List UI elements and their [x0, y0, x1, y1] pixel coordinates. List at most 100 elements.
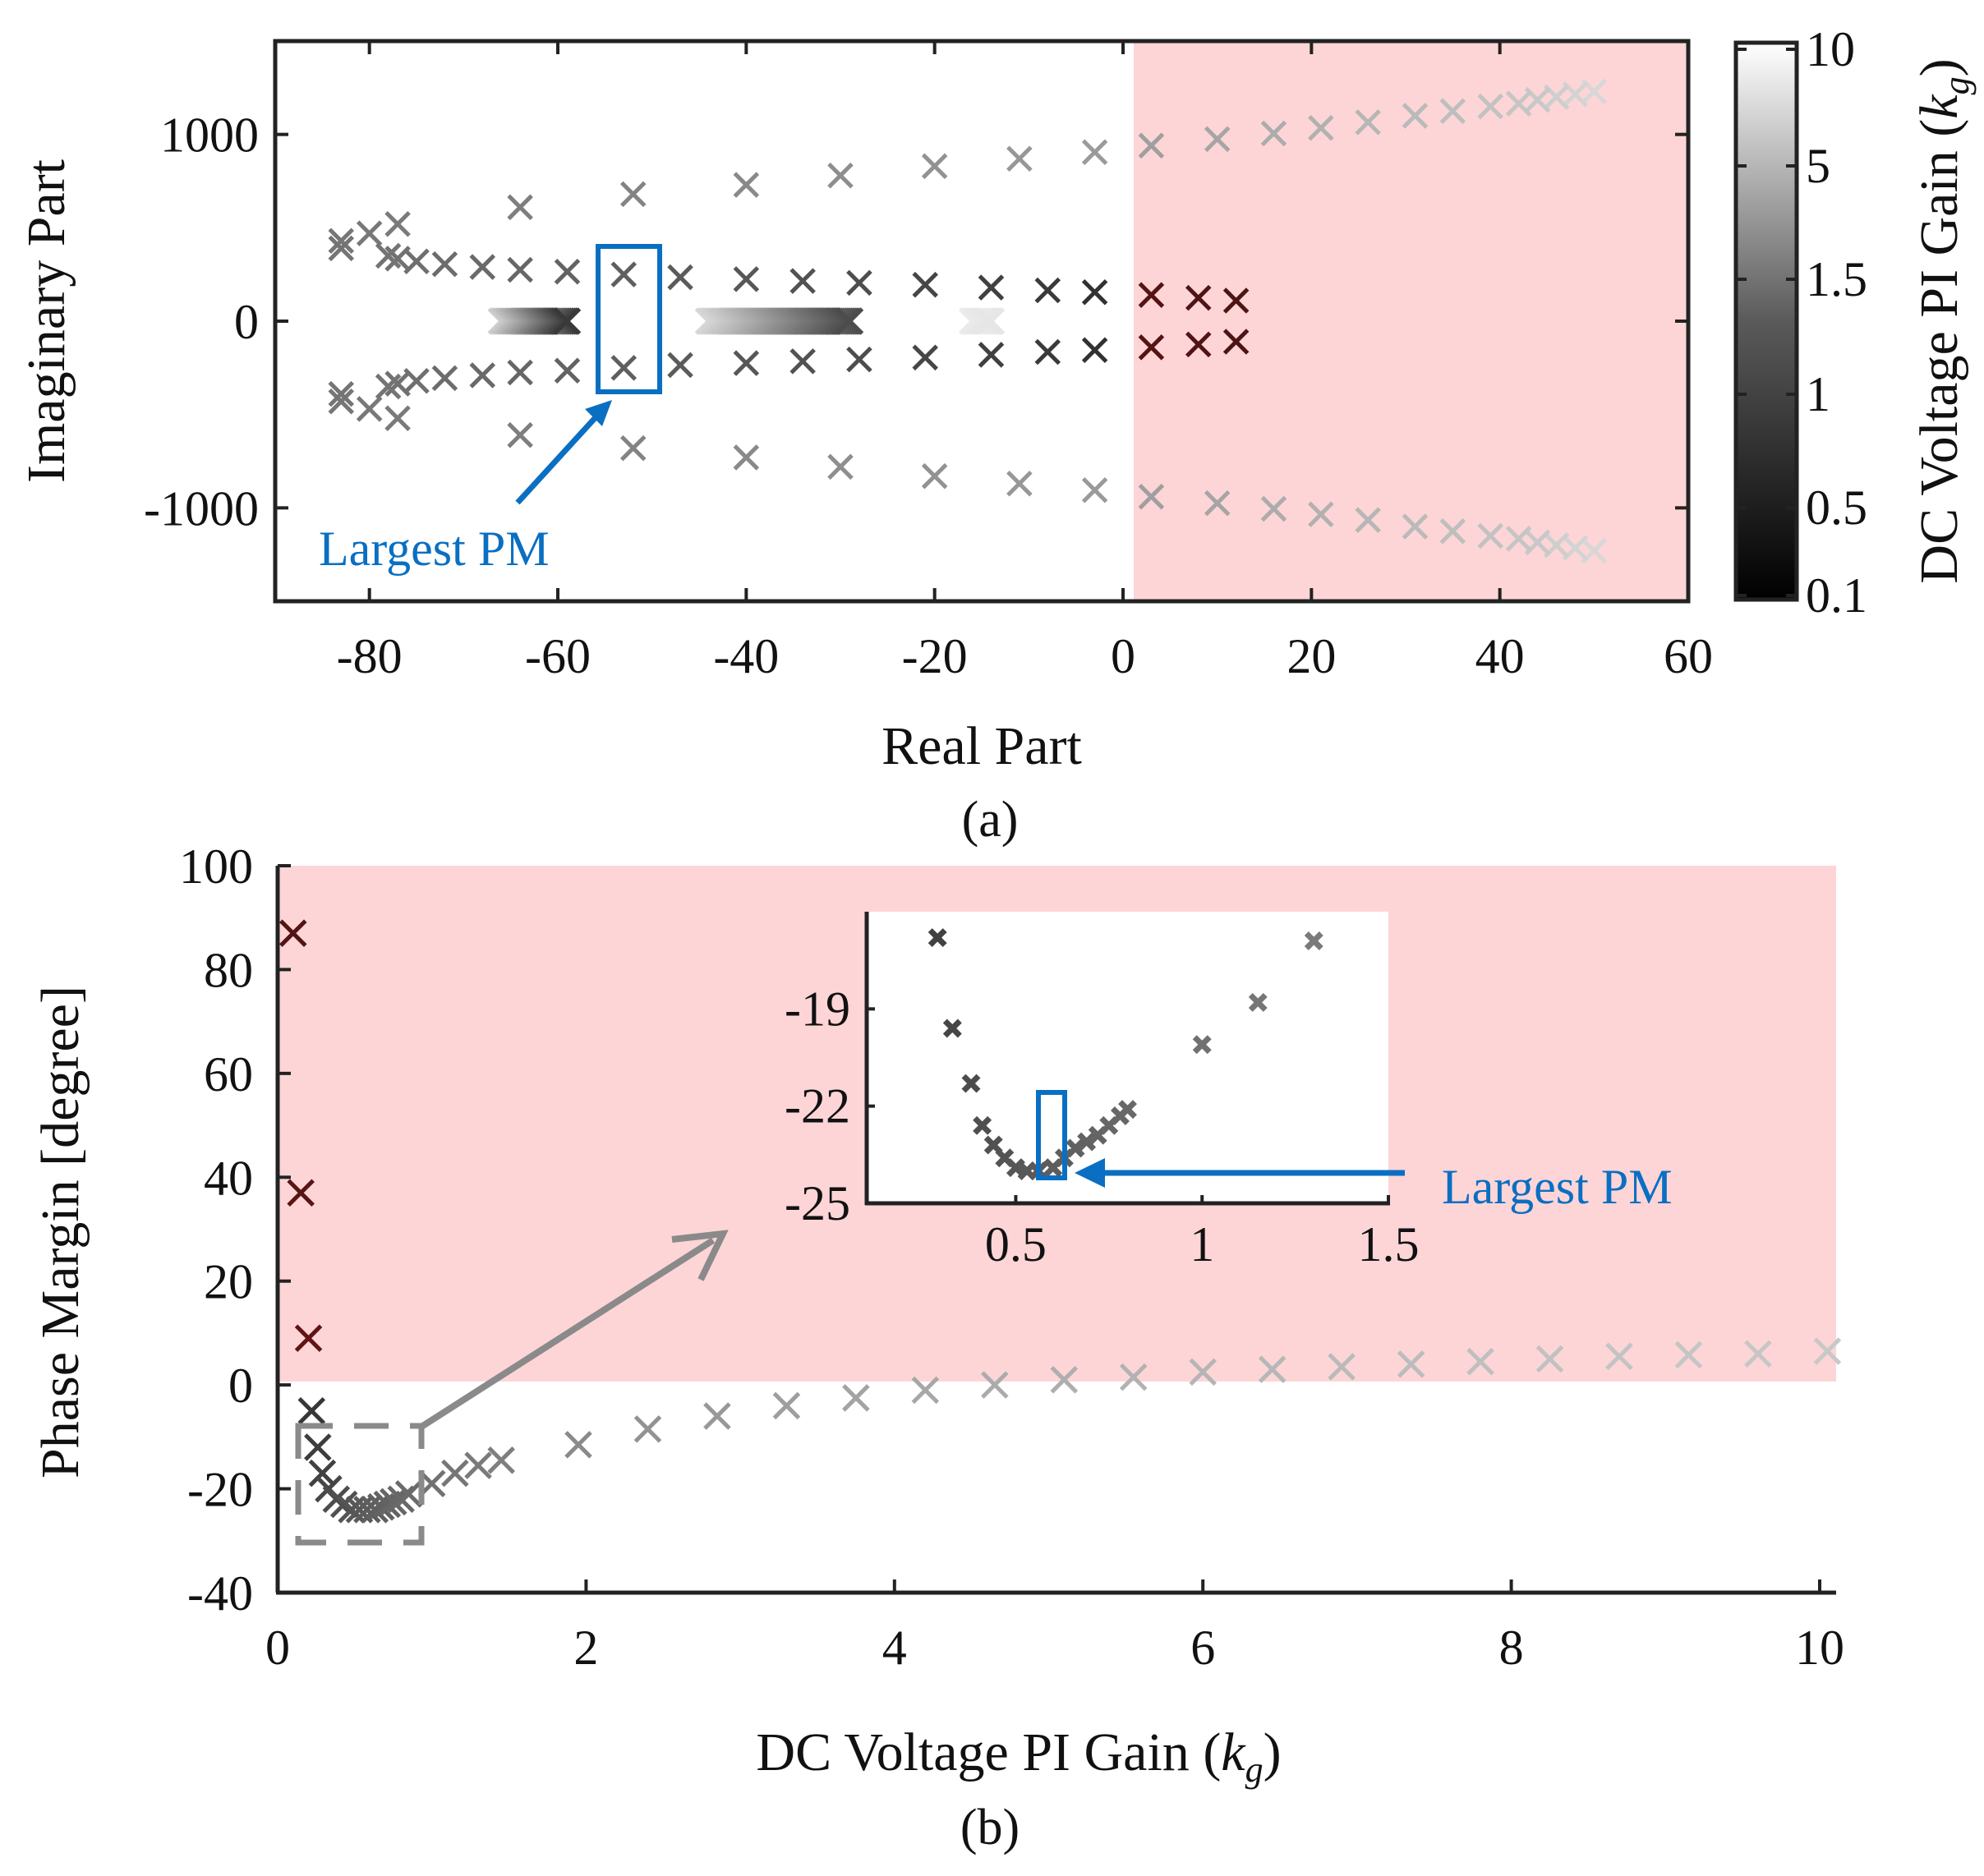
a-pole-upper — [1204, 126, 1231, 153]
a-colorbar-tick-label: 1.5 — [1806, 252, 1867, 306]
b-pm-marker — [842, 1384, 870, 1412]
a-pole-upper — [1006, 145, 1033, 172]
a-pole-lower — [1138, 483, 1165, 510]
a-pole-upper — [1308, 114, 1334, 141]
a-colorbar-ticks: 10 5 1.5 1 0.5 0.1 — [1736, 22, 1867, 623]
a-pole-upper — [733, 266, 760, 292]
b-pm-marker — [1328, 1353, 1356, 1381]
a-pole-upper — [469, 254, 496, 280]
b-pm-marker — [380, 1487, 407, 1516]
b-pm-marker — [1466, 1347, 1494, 1376]
b-x-ticks: 0 2 4 6 8 10 — [265, 1579, 1844, 1675]
a-y-tick-label: 0 — [234, 295, 259, 349]
b-y-tick-label: 60 — [204, 1047, 253, 1101]
a-pole-upper — [431, 251, 458, 278]
a-pole-lower — [384, 405, 411, 431]
b-zoom-box — [295, 1423, 425, 1546]
b-x-tick-label: 8 — [1499, 1621, 1524, 1675]
a-pole-upper — [827, 162, 854, 189]
a-pole-upper — [328, 228, 355, 255]
a-pole-upper — [384, 246, 411, 272]
b-inset-x-tick-label: 0.5 — [985, 1217, 1047, 1271]
a-pole-upper — [610, 261, 638, 287]
a-pole-lower — [827, 453, 854, 480]
a-pole-upper — [554, 258, 581, 285]
a-panel-caption: (a) — [962, 792, 1019, 848]
a-pole-lower — [610, 355, 638, 381]
a-pole-lower — [507, 359, 533, 386]
a-pole-upper — [921, 153, 948, 180]
b-y-tick-label: 0 — [228, 1359, 253, 1413]
a-pole-lower — [328, 388, 355, 415]
b-pm-marker — [633, 1415, 662, 1443]
b-x-tick-label: 4 — [882, 1621, 907, 1675]
b-inset-y-tick-label: -22 — [785, 1079, 850, 1133]
a-x-tick-label: 60 — [1664, 629, 1713, 683]
a-y-tick-label: 1000 — [160, 108, 259, 163]
a-x-tick-label: 40 — [1475, 629, 1525, 683]
a-pole-lower — [1081, 337, 1108, 364]
b-pm-marker — [1258, 1355, 1287, 1383]
a-pole-upper — [507, 256, 533, 283]
a-x-axis-label: Real Part — [882, 716, 1082, 776]
a-pole-upper — [619, 181, 647, 208]
a-pole-upper — [1185, 284, 1212, 311]
b-inset-marker — [1077, 1132, 1097, 1152]
b-pm-marker — [294, 1324, 323, 1353]
a-largest-pm-arrowhead — [585, 400, 612, 426]
a-pole-lower — [384, 370, 411, 397]
a-pole-lower — [1204, 490, 1231, 517]
a-pole-lower — [507, 421, 533, 448]
a-real-axis-pole — [553, 307, 582, 335]
b-y-tick-label: 80 — [204, 943, 253, 997]
b-pm-marker — [1189, 1358, 1217, 1386]
a-y-axis-label: Imaginary Part — [16, 159, 76, 483]
a-pole-lower — [1505, 526, 1532, 552]
b-pm-marker — [564, 1431, 592, 1459]
a-pole-upper — [733, 172, 760, 198]
b-inset-x-ticks: 0.5 1 1.5 — [985, 1195, 1420, 1271]
a-pole-lower — [1138, 334, 1165, 361]
a-pole-lower — [554, 357, 581, 384]
b-pm-marker — [394, 1480, 423, 1508]
b-inset-marker — [942, 1018, 962, 1038]
b-pm-marker — [279, 919, 307, 947]
b-inset-marker — [1248, 992, 1268, 1012]
b-y-ticks: 100 80 60 40 20 0 -20 -40 — [179, 839, 291, 1621]
b-pm-marker — [1813, 1337, 1842, 1365]
b-x-tick-label: 6 — [1190, 1621, 1215, 1675]
a-x-tick-label: -20 — [902, 629, 968, 683]
a-pole-lower — [1006, 471, 1033, 497]
b-inset-y-ticks: -19 -22 -25 — [785, 982, 875, 1230]
b-pm-marker — [487, 1446, 515, 1474]
a-pole-lower — [912, 344, 938, 371]
a-pole-upper — [384, 211, 411, 237]
b-inset-y-tick-label: -19 — [785, 982, 850, 1036]
a-real-axis-pole — [835, 307, 864, 335]
a-x-tick-label: 0 — [1111, 629, 1135, 683]
a-largest-pm-box — [596, 244, 662, 394]
b-pm-marker — [304, 1433, 332, 1461]
b-inset-largest-pm-label: Largest PM — [1442, 1160, 1673, 1214]
a-pole-lower — [431, 365, 458, 392]
a-largest-pm-label: Largest PM — [319, 522, 550, 576]
b-pm-marker — [1744, 1340, 1772, 1368]
b-pm-marker — [308, 1459, 337, 1487]
a-pole-lower — [1081, 476, 1108, 503]
a-pole-lower — [1260, 495, 1287, 522]
a-pole-lower — [667, 352, 693, 379]
b-y-axis-label: Phase Margin [degree] — [30, 986, 90, 1478]
b-inset-marker — [1118, 1100, 1137, 1120]
b-zoom-arrowhead — [671, 1230, 729, 1281]
a-pole-lower — [1355, 507, 1381, 533]
a-colorbar-tick-label: 5 — [1806, 139, 1830, 193]
b-y-tick-label: 20 — [204, 1255, 253, 1309]
a-pole-upper — [846, 269, 872, 297]
a-y-tick-label: -1000 — [144, 481, 259, 536]
b-y-tick-label: -40 — [187, 1566, 253, 1621]
a-pole-lower — [1477, 522, 1503, 549]
a-pole-upper — [328, 235, 355, 262]
b-zoom-arrow — [419, 1237, 716, 1430]
a-x-tick-label: -80 — [337, 629, 403, 683]
b-pm-marker — [1605, 1342, 1633, 1371]
